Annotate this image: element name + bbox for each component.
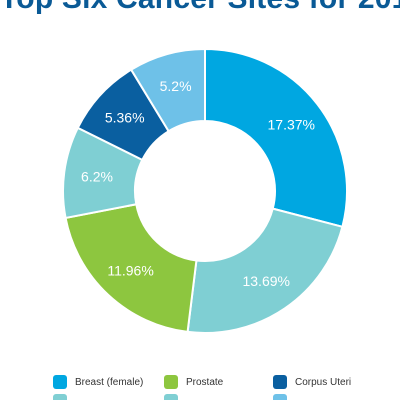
donut-slice-6 [129,47,206,133]
slice-value-label-3: 11.96% [107,263,153,279]
slice-value-label-4: 6.2% [81,168,113,184]
slice-value-label-5: 5.36% [105,109,145,125]
donut-slice-1 [204,47,348,229]
slice-value-label-6: 5.2% [160,78,192,94]
donut-slice-2 [186,207,344,334]
donut-slices [62,47,348,334]
slice-value-label-1: 17.37% [268,116,315,132]
donut-slice-labels: 17.37% 13.69% 11.96% 6.2% 5.36% 5.2% [81,78,315,289]
slice-value-label-2: 13.69% [242,273,289,289]
chart-title: Top Six Cancer Sites for 2018 [0,0,400,16]
donut-slice-3 [64,203,198,334]
